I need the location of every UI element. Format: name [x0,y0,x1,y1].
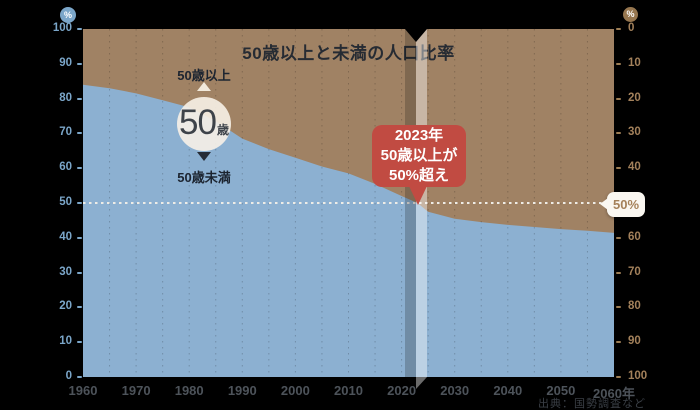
x-axis-label: 2040 [493,383,523,398]
y-axis-right-tick [616,341,621,344]
y-axis-right-label: 80 [628,300,641,313]
x-axis-label: 2030 [440,383,470,398]
y-axis-right-label: 10 [628,56,641,69]
x-axis-label: 1960 [68,383,98,398]
y-axis-right-tick [616,97,621,100]
y-axis-left-label: 40 [59,230,72,243]
y-axis-left-tick [77,28,82,30]
y-axis-left-label: 30 [59,265,72,278]
source-note: 出典：国勢調査など [538,398,646,410]
over-50-area-label: 50歳以上 [177,68,231,83]
y-axis-right-label: 90 [628,335,641,348]
chart-title: 50歳以上と未満の人口比率 [242,44,455,63]
y-axis-left-label: 90 [59,56,72,69]
highlight-band-2023 [405,29,427,389]
y-axis-left-label: 70 [59,126,72,139]
x-axis-label: 2060年 [593,386,635,401]
y-axis-left-tick [77,376,82,378]
y-axis-right-label: 100 [628,370,648,382]
y-axis-left-tick [77,306,82,309]
under-50-area-label: 50歳未満 [177,170,231,185]
event-callout-pointer-icon [408,184,428,205]
y-axis-left-label: 100 [52,22,72,34]
y-axis-right-label: 0 [628,22,635,34]
area-chart-svg [83,29,614,377]
y-axis-left-label: 20 [59,300,72,313]
y-axis-left-label: 0 [65,370,72,382]
x-axis-label: 1970 [121,383,151,398]
y-axis-left-tick [77,341,82,344]
y-axis-right-tick [616,132,621,135]
percent-badge-right-icon: % [623,7,638,22]
y-axis-right-label: 30 [628,126,641,139]
y-axis-left-tick [77,236,82,239]
x-axis-label: 1980 [174,383,204,398]
arrow-down-icon [197,152,211,161]
y-axis-right-label: 60 [628,230,641,243]
y-axis-right-label: 70 [628,265,641,278]
y-axis-left-label: 60 [59,161,72,174]
fifty-percent-tag: 50% [607,192,645,217]
y-axis-right-tick [616,306,621,309]
y-axis-left-tick [77,97,82,100]
x-axis-label: 1990 [227,383,257,398]
x-axis-label: 2050 [546,383,576,398]
y-axis-left-tick [77,62,82,65]
y-axis-right-tick [616,376,621,378]
y-axis-left-tick [77,271,82,274]
age-suffix: 歳 [216,123,229,137]
y-axis-left-tick [77,167,82,170]
event-callout-line3: 50%超え [388,167,450,184]
under-50-area [83,84,614,377]
y-axis-left-label: 50 [59,196,72,208]
x-axis-label: 2010 [334,383,363,398]
arrow-up-icon [197,82,211,91]
y-axis-right-tick [616,167,621,170]
y-axis-right-tick [616,236,621,239]
y-axis-left-tick [77,132,82,135]
y-axis-right-tick [616,62,621,65]
x-axis-label: 2020 [387,383,417,398]
y-axis-right-tick [616,28,621,30]
y-axis-right-label: 40 [628,161,641,174]
y-axis-left-tick [77,202,82,204]
highlight-band-notch-icon [405,29,427,42]
fifty-percent-tag-pointer-icon [600,198,608,210]
event-callout-line2: 50歳以上が [380,147,458,164]
percent-badge-left-icon: % [60,7,76,23]
event-callout-bubble: 2023年 50歳以上が 50%超え [372,125,466,187]
age-50-circle-badge: 50 歳 [177,97,231,151]
x-axis-label: 2000 [280,383,310,398]
y-axis-left-label: 80 [59,91,72,104]
y-axis-right-label: 20 [628,91,641,104]
y-axis-left-label: 10 [59,335,72,348]
age-number: 50 [179,103,217,142]
event-callout-line1: 2023年 [394,127,444,144]
y-axis-right-tick [616,271,621,274]
